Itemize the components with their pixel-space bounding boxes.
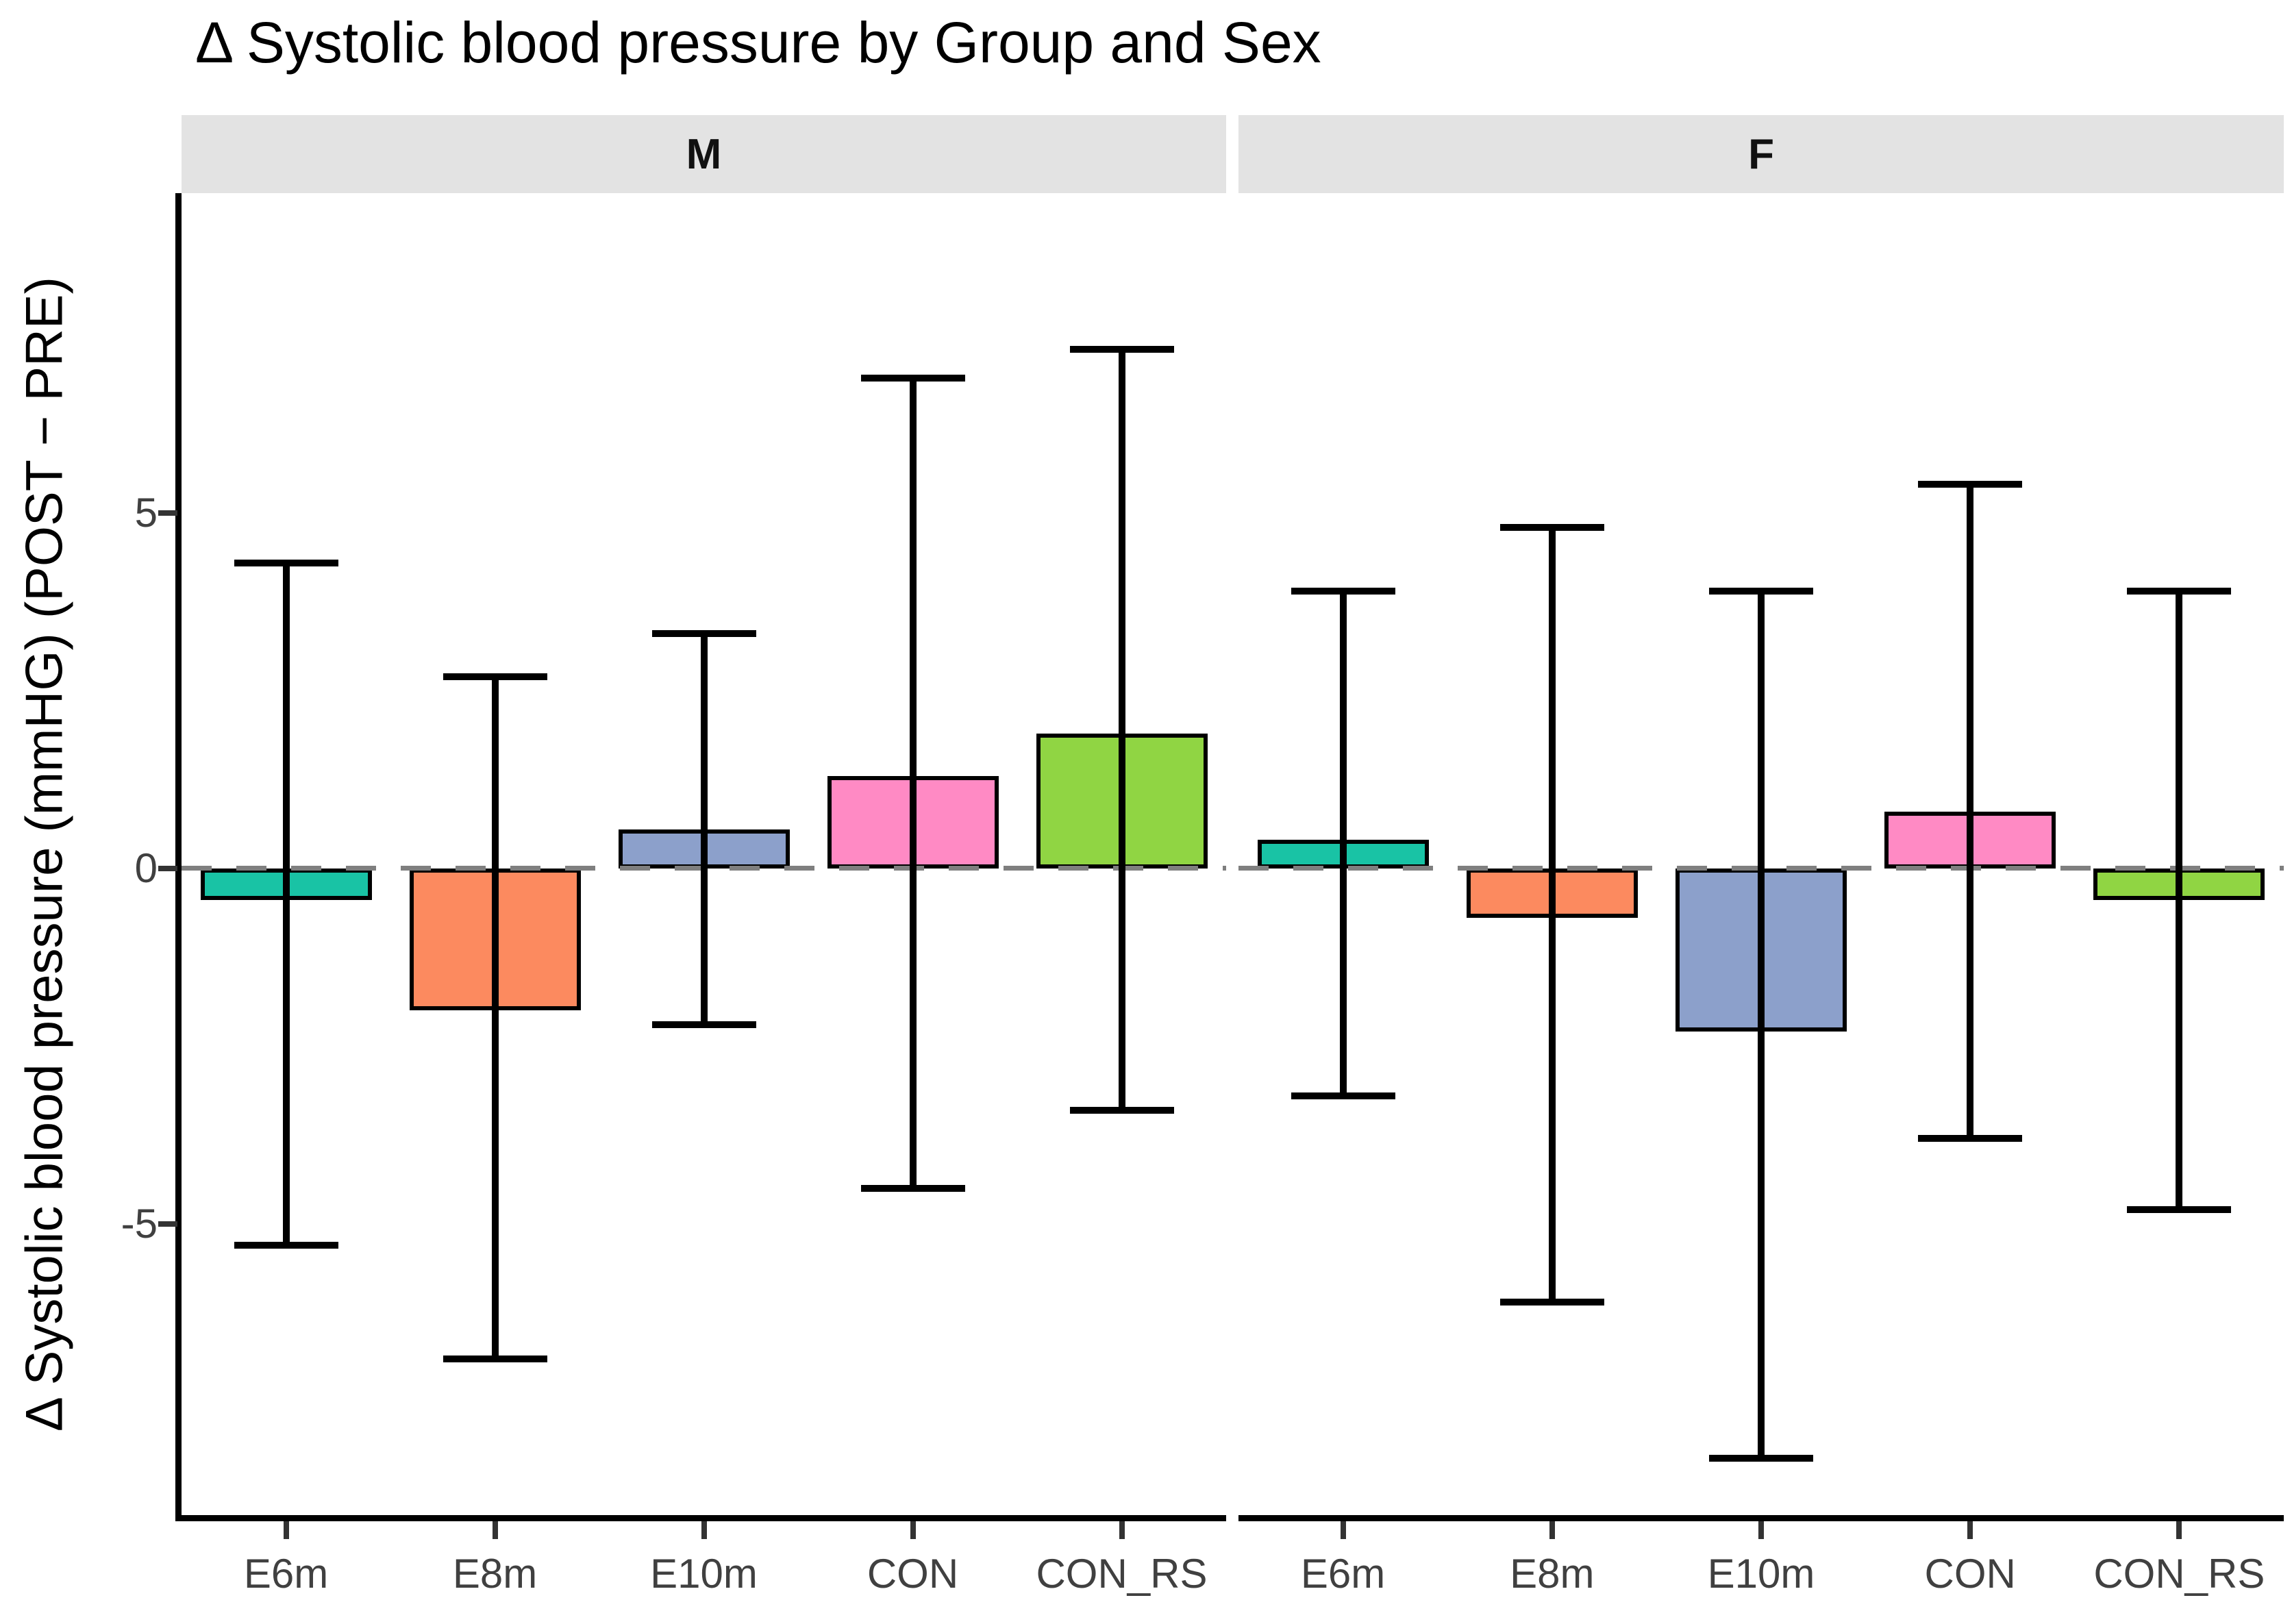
errorbar-line-e10m-m	[700, 634, 708, 1025]
bar-slot-e8m-f	[1447, 193, 1656, 1515]
errorbar-line-e8m-m	[491, 676, 499, 1359]
y-tick-label--5: -5	[121, 1200, 158, 1247]
x-tick-con-f	[1967, 1521, 1973, 1539]
x-tick-label-con_rs-m: CON_RS	[1036, 1551, 1208, 1597]
x-tick-e8m-m	[492, 1521, 498, 1539]
x-tick-label-e6m-m: E6m	[243, 1551, 329, 1597]
errorbar-cap-top-con-m	[860, 374, 965, 382]
errorbar-cap-top-e8m-f	[1499, 523, 1604, 531]
x-tick-con_rs-m	[1119, 1521, 1125, 1539]
bar-slot-e10m-m	[599, 193, 808, 1515]
x-tick-label-e10m-f: E10m	[1707, 1551, 1815, 1597]
errorbar-cap-bottom-con_rs-f	[2127, 1205, 2232, 1213]
x-tick-e8m-f	[1549, 1521, 1555, 1539]
errorbar-cap-bottom-e6m-m	[234, 1241, 338, 1249]
errorbar-cap-top-e6m-f	[1291, 588, 1395, 595]
x-tick-con-m	[910, 1521, 916, 1539]
x-tick-label-e6m-f: E6m	[1300, 1551, 1386, 1597]
bar-slot-e6m-f	[1238, 193, 1447, 1515]
errorbar-cap-top-e6m-m	[234, 559, 338, 566]
errorbar-line-e8m-f	[1548, 527, 1556, 1302]
facet-strip-m: M	[182, 115, 1226, 193]
bar-slot-con_rs-m	[1017, 193, 1226, 1515]
x-tick-e10m-m	[701, 1521, 707, 1539]
x-tick-con_rs-f	[2176, 1521, 2182, 1539]
errorbar-cap-bottom-con_rs-m	[1069, 1106, 1174, 1114]
bar-slot-con-m	[808, 193, 1017, 1515]
x-tick-e6m-m	[283, 1521, 289, 1539]
x-axis-labels-f: E6m E8m E10m CON CON_RS	[1238, 1549, 2284, 1599]
facet-strip-m-label: M	[686, 130, 722, 178]
facet-strip-f-label: F	[1748, 130, 1774, 178]
facet-panel-m	[182, 193, 1226, 1539]
errorbar-cap-bottom-e6m-f	[1291, 1092, 1395, 1099]
errorbar-cap-bottom-e10m-f	[1708, 1454, 1813, 1462]
errorbar-cap-bottom-e8m-m	[443, 1355, 547, 1362]
errorbar-cap-bottom-e8m-f	[1499, 1298, 1604, 1306]
errorbar-cap-bottom-con-f	[1918, 1135, 2023, 1142]
y-tick-label-0: 0	[134, 845, 158, 891]
bar-slot-con_rs-f	[2075, 193, 2284, 1515]
bar-slot-e10m-f	[1656, 193, 1865, 1515]
y-tick-label-5: 5	[134, 489, 158, 536]
errorbar-line-e6m-f	[1339, 591, 1347, 1096]
errorbar-line-e10m-f	[1757, 591, 1765, 1458]
y-tick-5	[158, 510, 177, 516]
bar-slot-e6m-m	[182, 193, 390, 1515]
y-tick--5	[158, 1221, 177, 1227]
errorbar-cap-top-e10m-f	[1708, 588, 1813, 595]
x-tick-label-e8m-m: E8m	[452, 1551, 538, 1597]
errorbar-cap-top-con_rs-f	[2127, 588, 2232, 595]
errorbar-cap-top-e10m-m	[651, 630, 756, 638]
x-tick-label-con-f: CON	[1924, 1551, 2016, 1597]
errorbar-cap-top-con-f	[1918, 481, 2023, 488]
errorbar-line-con_rs-f	[2176, 591, 2183, 1210]
errorbar-cap-top-e8m-m	[443, 673, 547, 680]
bar-slot-e8m-m	[390, 193, 599, 1515]
errorbar-cap-bottom-con-m	[860, 1184, 965, 1192]
errorbar-line-con-f	[1967, 484, 1974, 1139]
x-tick-e6m-f	[1340, 1521, 1346, 1539]
x-tick-e10m-f	[1758, 1521, 1764, 1539]
errorbar-line-con-m	[909, 377, 917, 1188]
x-tick-label-con-m: CON	[867, 1551, 959, 1597]
bar-slot-con-f	[1866, 193, 2075, 1515]
x-tick-label-e10m-m: E10m	[650, 1551, 758, 1597]
errorbar-cap-bottom-e10m-m	[651, 1021, 756, 1029]
errorbar-line-e6m-m	[282, 562, 290, 1245]
chart-title: Δ Systolic blood pressure by Group and S…	[195, 10, 1321, 75]
facet-panel-f	[1238, 193, 2284, 1539]
facet-strip-f: F	[1238, 115, 2284, 193]
x-tick-label-e8m-f: E8m	[1510, 1551, 1595, 1597]
x-tick-label-con_rs-f: CON_RS	[2093, 1551, 2265, 1597]
errorbar-line-con_rs-m	[1118, 349, 1125, 1110]
errorbar-cap-top-con_rs-m	[1069, 346, 1174, 353]
y-axis-line	[175, 193, 182, 1521]
y-tick-0	[158, 865, 177, 871]
x-axis-labels-m: E6m E8m E10m CON CON_RS	[182, 1549, 1226, 1599]
